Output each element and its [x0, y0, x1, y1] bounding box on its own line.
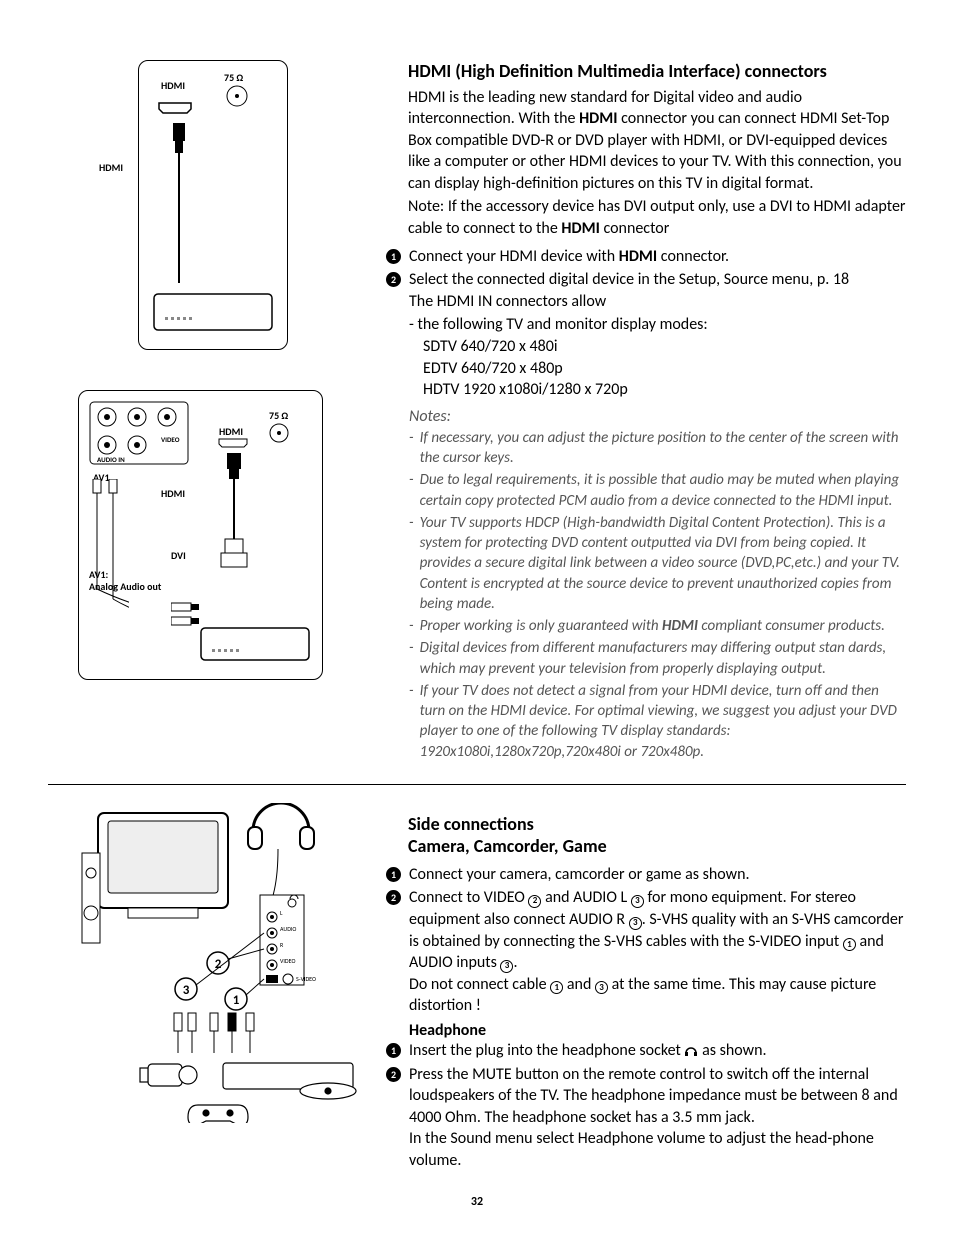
- label-hdmi-side: HDMI: [99, 161, 123, 174]
- hdmi-step-2: 2 Select the connected digital device in…: [386, 269, 906, 312]
- label-video: VIDEO: [161, 435, 179, 444]
- s1-post: connector.: [657, 247, 729, 266]
- side-text-col: Side connections Camera, Camcorder, Game…: [408, 803, 906, 1174]
- svg-text:1: 1: [233, 993, 240, 1008]
- hdmi-port-icon-2: [217, 437, 249, 449]
- inline-ref-3: 3: [631, 895, 644, 908]
- hdmi-dvi-cable-icon: [219, 453, 249, 593]
- label-hdmi-side2: HDMI: [161, 487, 185, 500]
- side-steps: 1 Connect your camera, camcorder or game…: [386, 864, 906, 1172]
- note-item: -Digital devices from different manufact…: [409, 638, 906, 679]
- hstail: In the Sound menu select Headphone volum…: [409, 1129, 874, 1170]
- headphone-heading: Headphone: [409, 1021, 486, 1040]
- notes-header: Notes:: [409, 407, 906, 426]
- coax-icon-2: [267, 421, 291, 445]
- step-number-icon: 1: [386, 249, 401, 264]
- side-step1-text: Connect your camera, camcorder or game a…: [409, 864, 750, 886]
- hdmi-note-line: Note: If the accessory device has DVI ou…: [408, 196, 906, 239]
- s2b: and AUDIO L: [541, 888, 630, 907]
- hdmi-note-post: connector: [600, 219, 669, 238]
- mode-sdtv: SDTV 640/720 x 480i: [423, 336, 906, 358]
- hdmi-text-col: HDMI (High Definition Multimedia Interfa…: [408, 50, 906, 762]
- step-number-icon: 2: [386, 1067, 401, 1082]
- side-title2: Camera, Camcorder, Game: [408, 835, 906, 858]
- h-step2-text: Press the MUTE button on the remote cont…: [409, 1064, 906, 1172]
- headphone-step-1: 1 Insert the plug into the headphone soc…: [386, 1040, 906, 1062]
- modes-intro: - the following TV and monitor display m…: [409, 314, 906, 336]
- side-connections-illustration: L AUDIO R VIDEO S-VIDEO 2 3 1: [78, 803, 378, 1123]
- s2-text: Select the connected digital device in t…: [409, 270, 849, 289]
- s1-pre: Connect your HDMI device with: [409, 247, 619, 266]
- label-video-d3: VIDEO: [280, 957, 295, 965]
- step-number-icon: 2: [386, 272, 401, 287]
- s2-allow: The HDMI IN connectors allow: [409, 292, 606, 311]
- side-diagram-col: L AUDIO R VIDEO S-VIDEO 2 3 1: [48, 803, 378, 1174]
- side-step-1: 1 Connect your camera, camcorder or game…: [386, 864, 906, 886]
- s1-bold: HDMI: [619, 247, 657, 266]
- inline-ref-2: 2: [528, 895, 541, 908]
- hdmi-step-1: 1 Connect your HDMI device with HDMI con…: [386, 246, 906, 268]
- mode-edtv: EDTV 640/720 x 480p: [423, 358, 906, 380]
- hdmi-title: HDMI (High Definition Multimedia Interfa…: [408, 60, 906, 83]
- svg-text:3: 3: [183, 983, 190, 998]
- note-item: -Your TV supports HDCP (High-bandwidth D…: [409, 513, 906, 614]
- hs1b: as shown.: [698, 1041, 766, 1060]
- coax-icon: [224, 83, 250, 109]
- note-item: -If your TV does not detect a signal fro…: [409, 681, 906, 762]
- side-section: L AUDIO R VIDEO S-VIDEO 2 3 1: [48, 803, 906, 1174]
- label-svideo-d3: S-VIDEO: [296, 975, 316, 983]
- hdmi-diagrams-col: HDMI 75 Ω HDMI: [48, 50, 378, 762]
- s2a: Connect to VIDEO: [409, 888, 528, 907]
- hs2: Press the MUTE button on the remote cont…: [409, 1065, 898, 1127]
- hdmi-step1-text: Connect your HDMI device with HDMI conne…: [409, 246, 729, 268]
- note-item: -If necessary, you can adjust the pictur…: [409, 428, 906, 469]
- hdmi-note-bold: HDMI: [561, 219, 599, 238]
- side-step2-text: Connect to VIDEO 2 and AUDIO L 3 for mon…: [409, 887, 906, 1017]
- inline-ref-3b: 3: [629, 917, 642, 930]
- note-item: -Due to legal requirements, it is possib…: [409, 470, 906, 511]
- diagram-hdmi-simple: HDMI 75 Ω HDMI: [138, 60, 288, 350]
- hs1a: Insert the plug into the headphone socke…: [409, 1041, 684, 1060]
- hdmi-step2-text: Select the connected digital device in t…: [409, 269, 849, 312]
- step-number-icon: 2: [386, 890, 401, 905]
- notes-list: -If necessary, you can adjust the pictur…: [386, 428, 906, 762]
- page-number: 32: [0, 1195, 954, 1209]
- hdmi-section: HDMI 75 Ω HDMI: [48, 50, 906, 762]
- inline-ref-1b: 1: [550, 981, 563, 994]
- headphone-icon: [684, 1045, 698, 1057]
- hdmi-intro: HDMI is the leading new standard for Dig…: [408, 87, 906, 195]
- inline-ref-1: 1: [843, 938, 856, 951]
- hdmi-intro-bold: HDMI: [579, 109, 617, 128]
- device-box-icon-2: [200, 627, 310, 667]
- mode-hdtv: HDTV 1920 x1080i/1280 x 720p: [423, 379, 906, 401]
- inline-ref-3d: 3: [595, 981, 608, 994]
- inline-ref-3c: 3: [500, 960, 513, 973]
- hdmi-cable-icon: [169, 123, 189, 283]
- label-dvi: DVI: [171, 549, 186, 562]
- step-number-icon: 1: [386, 1043, 401, 1058]
- label-audio-in: AUDIO IN: [97, 455, 125, 464]
- label-hdmi-top: HDMI: [161, 79, 185, 92]
- wb: and: [563, 975, 595, 994]
- diagram-side-connections: L AUDIO R VIDEO S-VIDEO 2 3 1: [78, 803, 378, 1123]
- hdmi-steps: 1 Connect your HDMI device with HDMI con…: [386, 246, 906, 762]
- headphone-step-2: 2 Press the MUTE button on the remote co…: [386, 1064, 906, 1172]
- wa: Do not connect cable: [409, 975, 550, 994]
- label-audio-d3: AUDIO: [280, 925, 296, 933]
- hdmi-port-icon: [157, 101, 193, 115]
- side-title1: Side connections: [408, 813, 906, 836]
- s2f: .: [513, 953, 517, 972]
- note-item: -Proper working is only guaranteed with …: [409, 616, 906, 636]
- section-divider: [48, 784, 906, 785]
- device-box-icon: [153, 293, 273, 337]
- h-step1-text: Insert the plug into the headphone socke…: [409, 1040, 767, 1062]
- step-number-icon: 1: [386, 867, 401, 882]
- diagram-hdmi-dvi: VIDEO AUDIO IN AV1 HDMI 75 Ω HDMI DVI AV…: [78, 390, 323, 680]
- rca-pair-cable-icon: [89, 479, 129, 629]
- side-step-2: 2 Connect to VIDEO 2 and AUDIO L 3 for m…: [386, 887, 906, 1017]
